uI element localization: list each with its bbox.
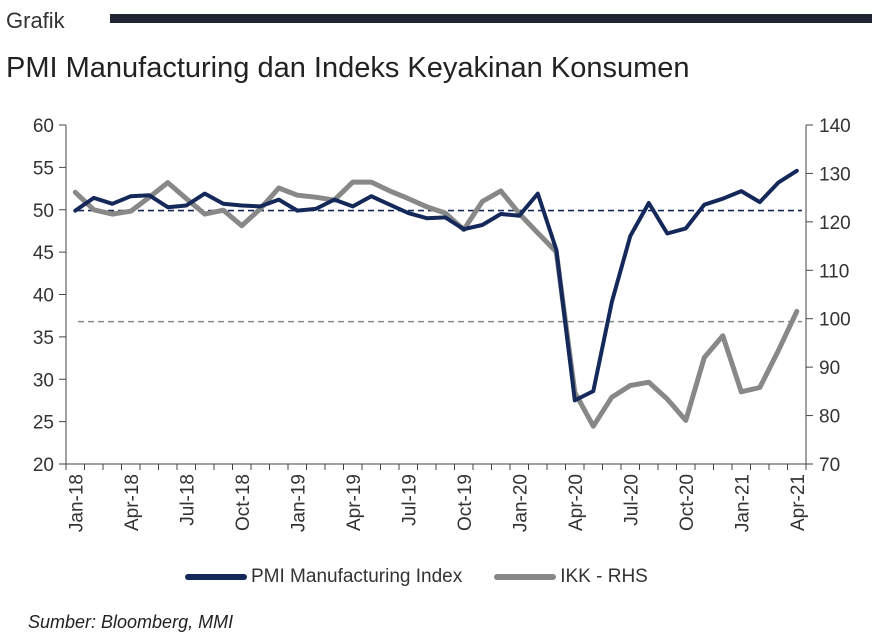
y-left-tick-label: 35 <box>33 328 54 349</box>
y-left-tick-label: 60 <box>33 116 54 137</box>
x-tick-label: Apr-18 <box>122 474 143 531</box>
legend-item-pmi: PMI Manufacturing Index <box>185 566 462 588</box>
y-left-tick-label: 30 <box>33 370 54 391</box>
y-right-tick-label: 90 <box>819 358 840 379</box>
y-left-tick-label: 45 <box>33 243 54 264</box>
x-tick-label: Apr-21 <box>788 474 809 531</box>
x-tick-label: Jul-18 <box>177 474 198 526</box>
y-right-tick-label: 100 <box>819 310 851 331</box>
x-tick-label: Oct-18 <box>233 474 254 531</box>
legend-label-ikk: IKK - RHS <box>560 566 648 587</box>
x-tick-label: Jul-19 <box>399 474 420 526</box>
chart-legend: PMI Manufacturing Index IKK - RHS <box>185 566 680 588</box>
legend-label-pmi: PMI Manufacturing Index <box>251 566 463 587</box>
y-left-tick-label: 40 <box>33 286 54 307</box>
series-line-ikk <box>72 179 800 429</box>
y-left-tick-label: 25 <box>33 413 54 434</box>
legend-swatch-pmi <box>185 574 247 580</box>
section-label: Grafik <box>6 8 65 33</box>
x-tick-label: Jan-18 <box>66 474 87 532</box>
x-tick-label: Jul-20 <box>621 474 642 526</box>
y-right-tick-label: 120 <box>819 213 851 234</box>
section-divider <box>110 14 872 23</box>
legend-item-ikk: IKK - RHS <box>494 566 648 588</box>
x-tick-label: Oct-20 <box>677 474 698 531</box>
y-right-tick-label: 70 <box>819 455 840 476</box>
x-tick-label: Jan-21 <box>732 474 753 532</box>
x-tick-label: Apr-19 <box>344 474 365 531</box>
x-tick-label: Jan-20 <box>510 474 531 532</box>
y-right-tick-label: 110 <box>819 261 849 282</box>
chart-title: PMI Manufacturing dan Indeks Keyakinan K… <box>6 52 690 84</box>
y-left-tick-label: 55 <box>33 158 54 179</box>
chart-canvas: 20 25 30 35 40 45 50 55 60 70 80 90 100 110 120 130 140 J… <box>33 116 851 532</box>
y-right-tick-label: 130 <box>819 164 851 185</box>
legend-swatch-ikk <box>494 574 557 580</box>
source-note: Sumber: Bloomberg, MMI <box>28 612 234 632</box>
x-tick-label: Jan-19 <box>288 474 309 532</box>
series-line-pmi <box>73 168 799 403</box>
x-tick-label: Oct-19 <box>455 474 476 531</box>
y-right-tick-label: 80 <box>819 407 840 428</box>
y-left-tick-label: 50 <box>33 201 54 222</box>
y-right-tick-label: 140 <box>819 116 851 137</box>
y-left-tick-label: 20 <box>33 455 54 476</box>
x-tick-label: Apr-20 <box>566 474 587 531</box>
